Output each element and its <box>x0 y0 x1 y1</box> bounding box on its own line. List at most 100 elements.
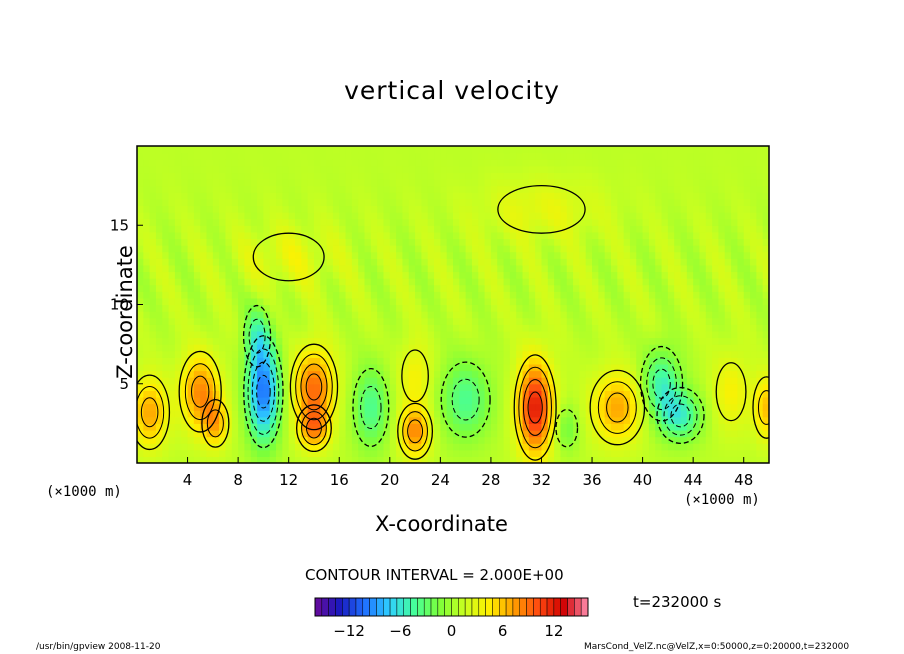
heatmap-cell <box>155 357 163 365</box>
heatmap-cell <box>295 172 302 180</box>
heatmap-cell <box>598 317 606 325</box>
heatmap-cell <box>566 179 574 187</box>
heatmap-cell <box>743 172 751 180</box>
heatmap-cell <box>724 370 732 378</box>
heatmap-cell <box>743 396 751 405</box>
heatmap-cell <box>617 311 625 319</box>
heatmap-cell <box>415 212 422 220</box>
heatmap-cell <box>585 363 593 372</box>
heatmap-cell <box>611 258 618 266</box>
heatmap-cell <box>231 403 239 411</box>
heatmap-cell <box>434 165 441 174</box>
heatmap-cell <box>453 212 460 220</box>
heatmap-cell <box>364 443 372 451</box>
heatmap-cell <box>206 225 214 233</box>
heatmap-cell <box>364 198 372 207</box>
heatmap-cell <box>269 212 277 220</box>
heatmap-cell <box>238 146 246 154</box>
heatmap-cell <box>655 449 663 457</box>
heatmap-cell <box>465 258 473 266</box>
heatmap-cell <box>137 403 144 411</box>
heatmap-cell <box>674 317 682 325</box>
heatmap-cell <box>547 278 555 286</box>
heatmap-cell <box>434 443 441 451</box>
heatmap-cell <box>724 383 732 391</box>
heatmap-cell <box>617 429 625 438</box>
heatmap-cell <box>629 423 637 431</box>
heatmap-cell <box>434 436 441 444</box>
heatmap-cell <box>345 212 353 220</box>
heatmap-cell <box>579 225 587 233</box>
heatmap-cell <box>219 251 227 259</box>
heatmap-cell <box>573 264 580 273</box>
heatmap-cell <box>257 192 264 200</box>
heatmap-cell <box>143 284 151 292</box>
heatmap-cell <box>383 271 391 279</box>
heatmap-cell <box>206 330 214 339</box>
heatmap-cell <box>699 165 707 174</box>
heatmap-cell <box>611 449 618 457</box>
heatmap-cell <box>573 429 580 438</box>
heatmap-cell <box>484 264 492 273</box>
heatmap-cell <box>219 179 227 187</box>
heatmap-cell <box>686 271 694 279</box>
heatmap-cell <box>478 284 486 292</box>
heatmap-cell <box>200 264 208 273</box>
heatmap-cell <box>174 264 182 273</box>
contour-line <box>606 392 629 423</box>
heatmap-cell <box>516 423 524 431</box>
heatmap-cell <box>440 225 448 233</box>
heatmap-cell <box>174 251 182 259</box>
heatmap-cell <box>686 304 694 312</box>
heatmap-cell <box>573 212 580 220</box>
heatmap-cell <box>623 311 631 319</box>
heatmap-cell <box>762 403 769 411</box>
heatmap-cell <box>592 449 599 457</box>
heatmap-cell <box>143 416 151 424</box>
heatmap-cell <box>238 291 246 299</box>
heatmap-cell <box>611 271 618 279</box>
heatmap-cell <box>535 172 543 180</box>
heatmap-cell <box>396 436 404 444</box>
heatmap-cell <box>756 363 764 372</box>
heatmap-cell <box>592 370 599 378</box>
heatmap-cell <box>535 410 543 418</box>
heatmap-cell <box>415 218 422 226</box>
heatmap-cell <box>389 377 397 385</box>
heatmap-cell <box>509 146 517 154</box>
heatmap-cell <box>181 238 189 246</box>
heatmap-cell <box>642 258 650 266</box>
heatmap-cell <box>383 185 391 193</box>
heatmap-cell <box>554 172 562 180</box>
heatmap-cell <box>497 264 505 273</box>
heatmap-cell <box>566 383 574 391</box>
heatmap-cell <box>712 304 720 312</box>
heatmap-cell <box>137 423 144 431</box>
heatmap-cell <box>566 152 574 160</box>
heatmap-cell <box>554 396 562 405</box>
heatmap-cell <box>686 390 694 398</box>
heatmap-cell <box>231 370 239 378</box>
heatmap-cell <box>661 317 669 325</box>
heatmap-cell <box>288 429 296 438</box>
heatmap-cell <box>705 456 713 463</box>
heatmap-cell <box>276 330 283 339</box>
heatmap-cell <box>181 357 189 365</box>
heatmap-cell <box>168 172 176 180</box>
heatmap-cell <box>155 396 163 405</box>
heatmap-cell <box>313 192 321 200</box>
heatmap-cell <box>699 390 707 398</box>
heatmap-cell <box>547 258 555 266</box>
heatmap-cell <box>377 396 385 405</box>
heatmap-cell <box>231 271 239 279</box>
heatmap-cell <box>396 423 404 431</box>
heatmap-cell <box>648 185 656 193</box>
heatmap-cell <box>655 456 663 463</box>
heatmap-cell <box>301 357 309 365</box>
heatmap-cell <box>402 198 410 207</box>
heatmap-cell <box>389 146 397 154</box>
heatmap-cell <box>459 198 467 207</box>
heatmap-cell <box>623 337 631 345</box>
heatmap-cell <box>712 258 720 266</box>
heatmap-cell <box>705 192 713 200</box>
